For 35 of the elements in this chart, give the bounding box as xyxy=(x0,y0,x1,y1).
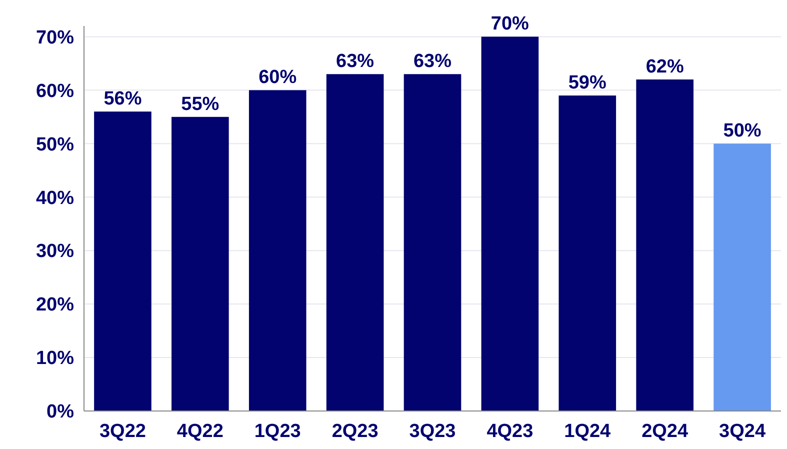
bar xyxy=(326,74,384,411)
x-tick-label: 4Q22 xyxy=(176,421,224,442)
data-label: 63% xyxy=(336,51,374,72)
y-tick-label: 40% xyxy=(36,188,74,209)
bar xyxy=(714,144,771,411)
data-label: 59% xyxy=(568,72,607,94)
y-tick-label: 0% xyxy=(46,402,74,423)
x-tick-label: 1Q24 xyxy=(564,421,612,442)
data-label: 62% xyxy=(646,56,684,78)
bar xyxy=(248,90,306,411)
data-label: 60% xyxy=(258,67,297,88)
x-tick-label: 3Q23 xyxy=(409,421,456,442)
bar xyxy=(404,74,462,411)
bar xyxy=(481,36,539,411)
bar xyxy=(636,79,694,411)
x-tick-label: 1Q23 xyxy=(254,421,301,442)
bar xyxy=(558,96,616,411)
data-label: 70% xyxy=(490,14,530,35)
y-tick-label: 60% xyxy=(36,80,74,102)
data-label: 55% xyxy=(181,94,220,115)
y-tick-label: 30% xyxy=(36,241,74,262)
data-label: 63% xyxy=(413,51,452,72)
y-tick-label: 70% xyxy=(36,27,74,48)
data-label: 56% xyxy=(104,88,142,110)
x-tick-label: 2Q23 xyxy=(332,421,378,442)
bar xyxy=(94,112,152,411)
x-tick-label: 2Q24 xyxy=(642,421,689,442)
data-label: 50% xyxy=(723,120,762,142)
y-tick-label: 20% xyxy=(36,294,74,316)
bar xyxy=(172,116,229,411)
y-tick-label: 50% xyxy=(36,134,74,156)
y-tick-label: 10% xyxy=(36,348,74,370)
x-tick-label: 3Q22 xyxy=(99,421,146,442)
x-tick-label: 3Q24 xyxy=(719,421,766,442)
x-tick-label: 4Q23 xyxy=(486,421,534,442)
